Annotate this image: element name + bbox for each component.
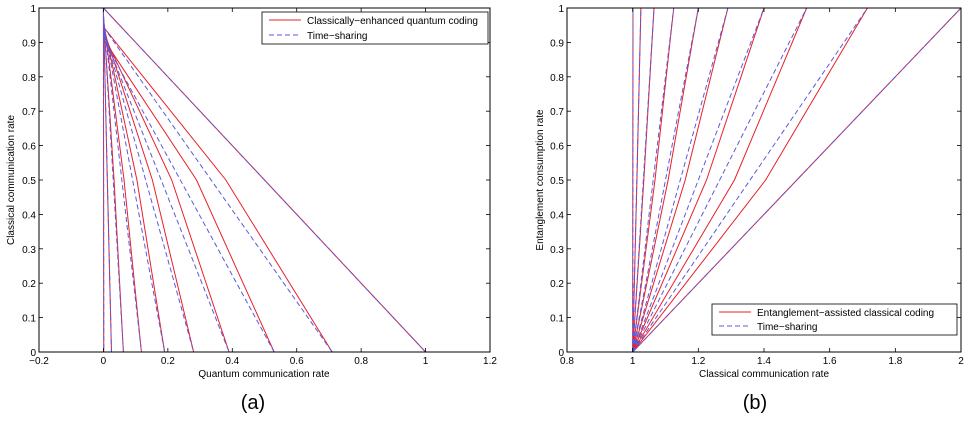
x-axis-label-b: Classical communication rate — [699, 369, 829, 380]
series-1-curve-6 — [632, 7, 765, 353]
series-1-curve-3 — [632, 7, 675, 353]
plot-area-b — [567, 8, 961, 352]
x-tick-label: 0.4 — [225, 356, 239, 367]
x-tick-label: 1.8 — [888, 356, 902, 367]
y-tick-label: 0.6 — [22, 142, 36, 153]
series-0-curve-6 — [632, 7, 765, 353]
y-tick-label: 0.3 — [22, 245, 36, 256]
series-1-curve-9 — [632, 7, 962, 353]
x-tick-label: 0 — [101, 356, 107, 367]
y-tick-label: 0.8 — [22, 73, 36, 84]
x-tick-label: 1.6 — [823, 356, 837, 367]
series-1-curve-1 — [632, 7, 642, 353]
series-1-curve-7 — [102, 38, 275, 353]
legend-box-b — [711, 303, 958, 336]
y-tick-label: 0.7 — [550, 107, 564, 118]
y-tick-label: 0.2 — [550, 279, 564, 290]
y-tick-label: 0.1 — [22, 314, 36, 325]
y-tick-label: 0.6 — [550, 142, 564, 153]
x-tick-label: 1.2 — [483, 356, 497, 367]
legend-entry-classically-enhanced: Classically−enhanced quantum coding — [307, 16, 478, 27]
x-tick-label: −0.2 — [29, 356, 49, 367]
legend-b: Entanglement−assisted classical coding T… — [711, 303, 958, 336]
series-0-curve-8 — [632, 7, 868, 353]
chart-panel-a: −0.2 0 0.2 0.4 0.6 0.8 1 1.2 00.10.20.30.40.50.… — [6, 4, 497, 414]
x-ticks-a: −0.2 0 0.2 0.4 0.6 0.8 1 1.2 — [29, 8, 497, 367]
y-tick-label: 0.2 — [22, 279, 36, 290]
y-tick-label: 1 — [30, 4, 36, 15]
legend-entry-time-sharing-a: Time−sharing — [307, 31, 368, 42]
x-tick-label: 2 — [958, 356, 964, 367]
y-tick-label: 0.3 — [550, 245, 564, 256]
series-0-curve-4 — [102, 23, 166, 353]
curves-b — [632, 7, 962, 353]
y-tick-label: 0.5 — [550, 176, 564, 187]
series-1-curve-7 — [632, 7, 808, 353]
series-1-curve-8 — [632, 7, 868, 353]
x-tick-label: 1 — [423, 356, 429, 367]
series-0-curve-3 — [632, 7, 675, 353]
series-1-curve-8 — [103, 26, 333, 353]
x-tick-label: 0.2 — [161, 356, 175, 367]
y-tick-label: 0.5 — [22, 176, 36, 187]
x-tick-label: 1.2 — [691, 356, 705, 367]
y-tick-label: 0.7 — [22, 107, 36, 118]
y-tick-label: 0.9 — [22, 38, 36, 49]
legend-entry-time-sharing-b: Time−sharing — [757, 322, 818, 333]
series-1-curve-1 — [102, 11, 112, 353]
x-tick-label: 0.8 — [354, 356, 368, 367]
x-tick-label: 0.8 — [560, 356, 574, 367]
y-axis-label-a: Classical communication rate — [6, 115, 17, 245]
y-ticks-b: 0 0.1 0.2 0.3 0.4 0.5 0.6 0.7 0.8 0.9 1 — [550, 4, 961, 359]
legend-entry-entanglement-assisted: Entanglement−assisted classical coding — [757, 308, 934, 319]
x-ticks-b: 0.8 1 1.2 1.4 1.6 1.8 2 — [560, 8, 964, 367]
y-tick-label: 0 — [30, 348, 36, 359]
series-0-curve-7 — [632, 7, 808, 353]
series-1-curve-9 — [103, 7, 426, 353]
series-1-curve-2 — [102, 14, 124, 353]
series-0-curve-5 — [632, 7, 729, 353]
series-0-curve-5 — [102, 28, 195, 353]
y-axis-label-b: Entanglement consumption rate — [535, 109, 546, 251]
series-0-curve-6 — [102, 33, 230, 353]
panel-caption-a: (a) — [241, 392, 265, 414]
curves-a — [102, 7, 426, 353]
legend-box-a — [261, 11, 489, 45]
y-ticks-a: 0 0.1 0.2 0.3 0.4 0.5 0.6 0.7 0.8 0.9 1 — [22, 4, 490, 359]
series-0-curve-7 — [103, 38, 275, 353]
series-1-curve-6 — [102, 33, 230, 353]
panel-caption-b: (b) — [743, 392, 767, 414]
x-tick-label: 0.6 — [290, 356, 304, 367]
y-tick-label: 0.4 — [550, 210, 564, 221]
series-1-curve-4 — [632, 7, 699, 353]
x-axis-label-a: Quantum communication rate — [198, 369, 330, 380]
y-tick-label: 1 — [558, 4, 564, 15]
series-1-curve-5 — [632, 7, 729, 353]
x-tick-label: 1 — [630, 356, 636, 367]
series-0-curve-8 — [103, 26, 333, 353]
y-tick-label: 0.1 — [550, 314, 564, 325]
y-tick-label: 0.8 — [550, 73, 564, 84]
y-tick-label: 0 — [558, 348, 564, 359]
series-0-curve-4 — [632, 7, 699, 353]
x-tick-label: 1.4 — [757, 356, 771, 367]
legend-a: Classically−enhanced quantum coding Time… — [261, 11, 489, 45]
y-tick-label: 0.9 — [550, 38, 564, 49]
y-tick-label: 0.4 — [22, 210, 36, 221]
chart-panel-b: 0.8 1 1.2 1.4 1.6 1.8 2 0 0.1 0.2 0.3 0.4 0.5 0.6 0.7… — [535, 4, 964, 414]
series-0-curve-3 — [102, 18, 142, 353]
series-1-curve-2 — [632, 7, 655, 353]
